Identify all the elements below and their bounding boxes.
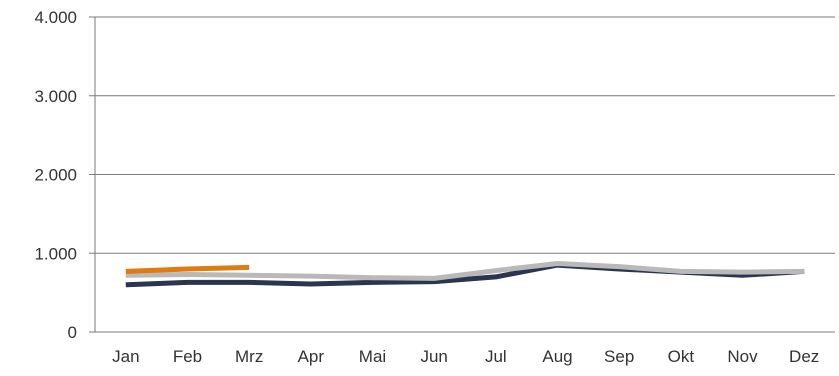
x-axis-tick-labels: Jan Feb Mrz Apr Mai Jun Jul Aug Sep Okt Nov Dez: [112, 347, 819, 366]
series-lines: [125, 261, 805, 288]
x-tick-label: Feb: [173, 347, 202, 366]
x-tick-label: Jan: [112, 347, 139, 366]
x-tick-label: Apr: [298, 347, 325, 366]
x-tick-label: Jun: [420, 347, 447, 366]
gridlines: [95, 16, 835, 254]
y-tick-label: 1.000: [34, 244, 77, 263]
x-tick-label: Jul: [485, 347, 507, 366]
x-tick-label: Dez: [789, 347, 819, 366]
y-tick-label: 2.000: [34, 166, 77, 185]
x-tick-label: Okt: [668, 347, 695, 366]
x-tick-label: Sep: [604, 347, 634, 366]
x-tick-label: Nov: [727, 347, 758, 366]
series-line-3: [125, 264, 250, 274]
y-tick-label: 0: [68, 323, 77, 342]
axes: [89, 16, 835, 333]
y-axis-tick-labels: 0 1.000 2.000 3.000 4.000: [34, 8, 77, 342]
y-tick-label: 3.000: [34, 87, 77, 106]
x-tick-label: Aug: [542, 347, 572, 366]
x-tick-label: Mai: [359, 347, 386, 366]
series-line-2: [125, 261, 805, 281]
x-tick-label: Mrz: [235, 347, 263, 366]
y-tick-label: 4.000: [34, 8, 77, 27]
